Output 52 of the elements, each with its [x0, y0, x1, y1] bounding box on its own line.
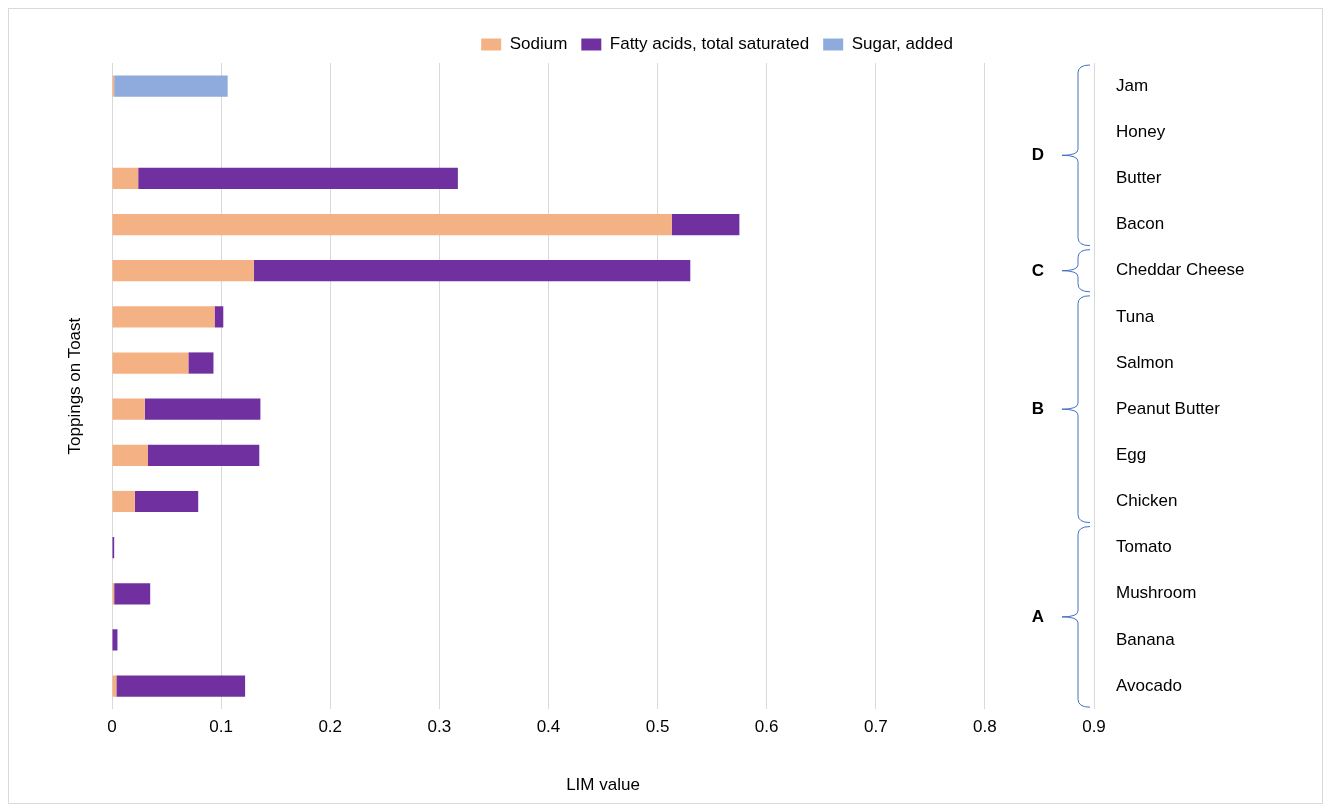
bar — [112, 213, 672, 236]
y-tick-label: Tuna — [1116, 306, 1155, 326]
bar — [112, 398, 145, 420]
bar — [116, 675, 246, 697]
bar — [112, 306, 215, 328]
bar — [253, 260, 691, 282]
bar — [144, 398, 261, 420]
y-tick-label: Honey — [1116, 121, 1166, 141]
bar — [112, 260, 254, 282]
y-tick-label: Chicken — [1116, 491, 1178, 511]
x-axis-title: LIM value — [566, 775, 640, 795]
bar — [138, 167, 458, 190]
y-tick-label: Butter — [1116, 168, 1162, 188]
y-tick-label: Peanut Butter — [1116, 398, 1221, 418]
bar — [112, 352, 189, 374]
annotation: A — [1031, 606, 1045, 627]
bar — [134, 490, 199, 513]
y-tick-label: Banana — [1116, 629, 1176, 649]
x-tick-label: 0.9 — [1082, 717, 1106, 737]
bar — [214, 306, 224, 328]
x-tick-label: 0.4 — [536, 717, 561, 737]
y-tick-label: Avocado — [1116, 675, 1182, 695]
y-tick-label: Salmon — [1116, 352, 1174, 372]
x-tick-label: 0.3 — [427, 717, 452, 737]
y-tick-label: Mushroom — [1116, 583, 1197, 603]
x-tick-label: 0.8 — [973, 717, 997, 737]
legend-label: Sodium — [509, 34, 568, 54]
x-tick-label: 0.7 — [863, 717, 888, 737]
bar — [112, 167, 139, 190]
legend-label: Sugar, added — [851, 34, 953, 54]
bar — [112, 490, 135, 513]
y-axis-title: Toppings on Toast — [64, 317, 84, 455]
x-tick-label: 0.2 — [318, 717, 343, 737]
x-tick-label: 0.6 — [754, 717, 779, 737]
y-tick-label: Jam — [1116, 75, 1149, 95]
y-tick-label: Cheddar Cheese — [1116, 260, 1245, 280]
x-tick-label: 0.1 — [209, 717, 233, 737]
annotation: C — [1031, 260, 1045, 281]
annotation: D — [1031, 145, 1045, 166]
y-tick-label: Egg — [1116, 445, 1147, 465]
bar — [114, 583, 151, 605]
x-tick-label: 0 — [107, 717, 117, 737]
bar — [148, 444, 260, 466]
y-tick-label: Tomato — [1116, 537, 1172, 557]
x-tick-label: 0.5 — [645, 717, 670, 737]
annotation: B — [1031, 399, 1045, 420]
y-tick-label: Bacon — [1116, 214, 1165, 234]
bar — [114, 75, 228, 97]
bar — [188, 352, 214, 374]
bar — [671, 213, 740, 236]
bar — [112, 444, 149, 466]
legend-label: Fatty acids, total saturated — [609, 34, 810, 54]
